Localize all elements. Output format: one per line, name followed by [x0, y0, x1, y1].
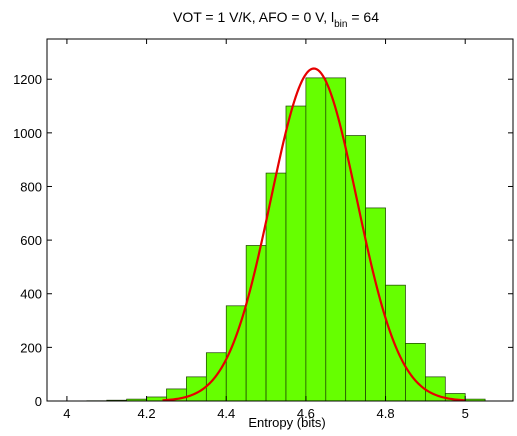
chart-title-subscript: bin [334, 19, 347, 30]
x-tick-label-4: 4.8 [377, 406, 395, 421]
bars-group [86, 77, 486, 402]
x-tick-label-1: 4.2 [138, 406, 156, 421]
x-tick-label-3: 4.6 [297, 406, 315, 421]
y-tick-label-2: 400 [20, 287, 42, 302]
histogram-bar-12 [325, 77, 347, 402]
chart-title-main: VOT = 1 V/K, AFO = 0 V, l [173, 9, 334, 25]
histogram-bar-13 [345, 135, 366, 402]
histogram-bar-10 [285, 105, 307, 402]
y-tick-label-6: 1200 [13, 72, 42, 87]
y-tick-label-0: 0 [35, 394, 42, 409]
y-tick-label-1: 200 [20, 340, 42, 355]
chart-title-tail: = 64 [347, 9, 379, 25]
x-ticks-group: 4 4.2 4.4 4.6 4.8 5 [63, 39, 469, 421]
histogram-bar-15 [385, 284, 406, 402]
y-ticks-group: 0 200 400 600 800 1000 1200 [13, 72, 513, 409]
chart-title: VOT = 1 V/K, AFO = 0 V, lbin = 64 [173, 9, 379, 30]
gaussian-fit-line [162, 67, 466, 402]
y-tick-label-3: 600 [20, 233, 42, 248]
y-tick-label-4: 800 [20, 179, 42, 194]
x-tick-label-2: 4.4 [217, 406, 235, 421]
x-tick-label-0: 4 [63, 406, 70, 421]
plot-frame [46, 38, 514, 402]
y-tick-label-5: 1000 [13, 126, 42, 141]
x-axis-label: Entropy (bits) [248, 415, 325, 430]
x-tick-label-5: 5 [462, 406, 469, 421]
histogram-bar-11 [305, 77, 327, 402]
